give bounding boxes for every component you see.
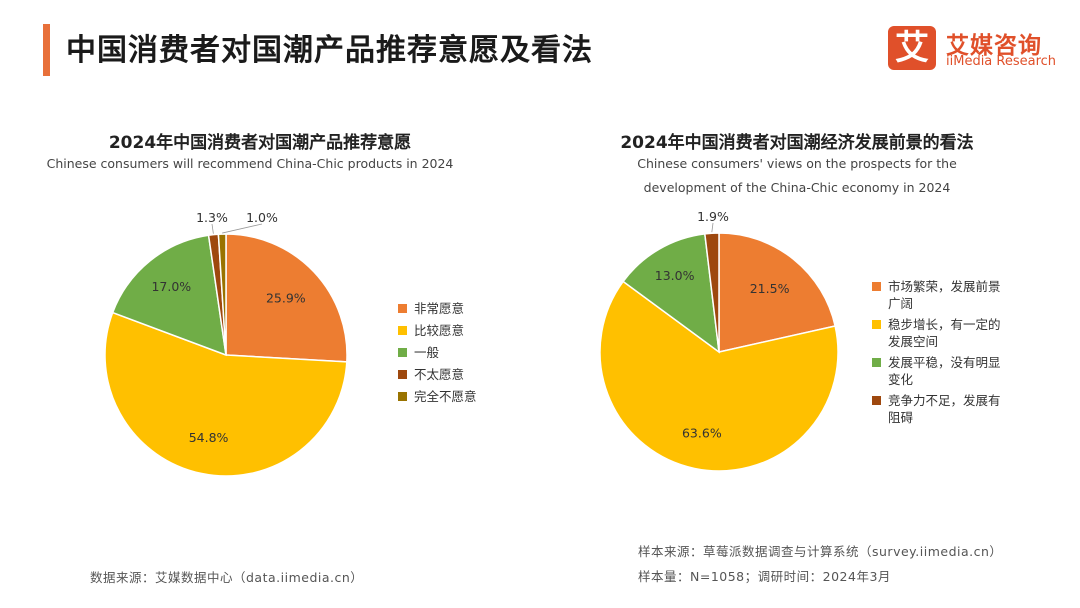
logo-mark-icon: 艾 <box>888 26 936 70</box>
legend-swatch <box>398 304 407 313</box>
page-title: 中国消费者对国潮产品推荐意愿及看法 <box>66 33 593 68</box>
chart1-leader-line-3 <box>211 223 214 234</box>
legend-swatch <box>398 348 407 357</box>
legend-swatch <box>398 326 407 335</box>
legend-swatch <box>872 396 881 405</box>
legend-label: 发展平稳，没有明显 <box>888 355 1001 370</box>
iimedia-logo: 艾 艾媒咨询 iiMedia Research <box>888 26 1063 72</box>
legend-label: 一般 <box>414 345 440 360</box>
chart2-subtitle-line2: development of the China-Chic economy in… <box>643 180 951 195</box>
chart2-legend: 市场繁荣，发展前景 广阔 稳步增长，有一定的 发展空间 发展平稳，没有明显 变化 竞争力不足… <box>872 278 1022 430</box>
logo-chinese-text: 艾媒咨询 <box>946 33 1042 59</box>
legend-label: 变化 <box>888 372 914 387</box>
legend-label: 广阔 <box>888 296 914 311</box>
chart2-title: 2024年中国消费者对国潮经济发展前景的看法 <box>620 133 974 153</box>
legend-swatch <box>872 282 881 291</box>
sample-source-note: 样本来源：草莓派数据调查与计算系统（survey.iimedia.cn） <box>638 544 1003 559</box>
chart2-subtitle-line1: Chinese consumers' views on the prospect… <box>637 156 957 171</box>
chart2-legend-item-2: 发展平稳，没有明显 变化 <box>872 354 1022 388</box>
chart1-slice-0 <box>225 233 348 363</box>
legend-label: 竞争力不足，发展有 <box>888 393 1001 408</box>
data-source-note: 数据来源：艾媒数据中心（data.iimedia.cn） <box>90 570 364 585</box>
legend-label: 完全不愿意 <box>414 389 477 404</box>
chart1-slice-4 <box>217 233 227 356</box>
legend-label: 稳步增长，有一定的 <box>888 317 1001 332</box>
legend-swatch <box>398 392 407 401</box>
legend-label: 市场繁荣，发展前景 <box>888 279 1001 294</box>
chart1-data-label-3: 1.3% <box>196 210 228 225</box>
legend-label: 比较愿意 <box>414 323 465 338</box>
legend-swatch <box>872 358 881 367</box>
chart1-data-label-4: 1.0% <box>246 210 278 225</box>
chart1-legend-item-0: 非常愿意 <box>398 300 508 317</box>
legend-label: 非常愿意 <box>414 301 465 316</box>
chart1-legend: 非常愿意比较愿意一般不太愿意完全不愿意 <box>398 300 508 410</box>
chart1-title: 2024年中国消费者对国潮产品推荐意愿 <box>108 133 412 153</box>
chart1-legend-item-1: 比较愿意 <box>398 322 508 339</box>
chart1-leader-line-4 <box>222 223 263 234</box>
logo-english-text: iiMedia Research <box>946 54 1057 69</box>
chart2-legend-item-3: 竞争力不足，发展有 阻碍 <box>872 392 1022 426</box>
legend-label: 阻碍 <box>888 410 914 425</box>
legend-swatch <box>398 370 407 379</box>
sample-size-note: 样本量：N=1058；调研时间：2024年3月 <box>638 569 891 584</box>
chart1-slice-2 <box>111 234 227 357</box>
chart1-slice-1 <box>104 311 348 477</box>
legend-label: 发展空间 <box>888 334 939 349</box>
chart1-data-label-0: 25.9% <box>266 290 306 305</box>
chart1-legend-item-3: 不太愿意 <box>398 366 508 383</box>
chart2-legend-item-1: 稳步增长，有一定的 发展空间 <box>872 316 1022 350</box>
chart1-data-label-1: 54.8% <box>189 430 229 445</box>
chart1-subtitle: Chinese consumers will recommend China-C… <box>46 156 454 171</box>
chart1-legend-item-4: 完全不愿意 <box>398 388 508 405</box>
legend-swatch <box>872 320 881 329</box>
chart2-legend-item-0: 市场繁荣，发展前景 广阔 <box>872 278 1022 312</box>
chart1-legend-item-2: 一般 <box>398 344 508 361</box>
legend-label: 不太愿意 <box>414 367 465 382</box>
title-accent-bar <box>43 24 50 76</box>
chart1-data-label-2: 17.0% <box>151 279 191 294</box>
